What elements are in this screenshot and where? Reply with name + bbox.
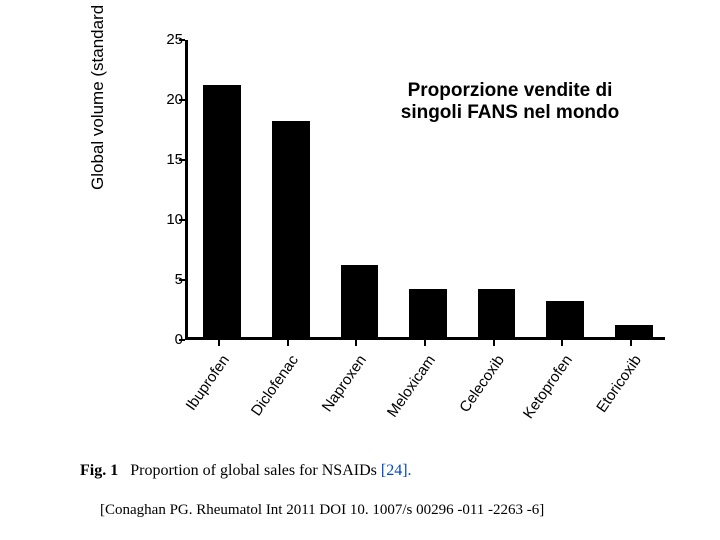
xtick-label: Diclofenac	[230, 352, 301, 444]
bar	[409, 289, 447, 337]
bar	[341, 265, 379, 337]
citation: [Conaghan PG. Rheumatol Int 2011 DOI 10.…	[100, 502, 544, 519]
xtick-mark	[355, 340, 357, 346]
xtick-label: Meloxicam	[368, 352, 439, 444]
caption-ref: [24].	[381, 462, 412, 479]
bar	[478, 289, 516, 337]
bar	[615, 325, 653, 337]
xtick-mark	[424, 340, 426, 346]
caption-text: Proportion of global sales for NSAIDs	[130, 462, 377, 479]
xtick-label: Celecoxib	[436, 352, 507, 444]
chart-container: Global volume (standard units), % 051015…	[70, 20, 630, 410]
xtick-label: Ibuprofen	[162, 352, 233, 444]
bar	[546, 301, 584, 337]
y-axis-label: Global volume (standard units), %	[88, 0, 108, 190]
y-axis-label-text: Global volume (standard units), %	[88, 0, 107, 190]
citation-text: [Conaghan PG. Rheumatol Int 2011 DOI 10.…	[100, 502, 544, 518]
xtick-label: Ketoprofen	[505, 352, 576, 444]
title-line1: Proporzione vendite di	[408, 80, 613, 101]
bar	[272, 121, 310, 337]
title-line2: singoli FANS nel mondo	[401, 102, 620, 123]
xtick-label: Etoricoxib	[573, 352, 644, 444]
bar	[203, 85, 241, 337]
xtick-mark	[218, 340, 220, 346]
xtick-label: Naproxen	[299, 352, 370, 444]
xtick-mark	[630, 340, 632, 346]
xtick-mark	[493, 340, 495, 346]
chart-title: Proporzione vendite di singoli FANS nel …	[370, 80, 650, 124]
figure-caption: Fig. 1 Proportion of global sales for NS…	[80, 462, 412, 480]
caption-label: Fig. 1	[80, 462, 118, 479]
xtick-mark	[561, 340, 563, 346]
xtick-mark	[287, 340, 289, 346]
